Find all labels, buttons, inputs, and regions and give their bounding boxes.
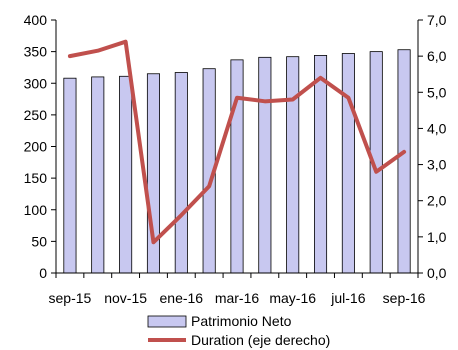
x-tick-label: sep-15 [49, 290, 92, 306]
left-tick-label: 50 [31, 233, 47, 249]
axes [51, 19, 423, 278]
left-tick-label: 0 [39, 265, 47, 281]
right-tick-label: 4,0 [427, 120, 447, 136]
right-tick-label: 1,0 [427, 229, 447, 245]
bar-jun-16 [314, 55, 328, 274]
x-tick-label: jul-16 [330, 290, 365, 306]
left-tick-label: 200 [24, 139, 48, 155]
bar-sep-16 [397, 49, 411, 274]
legend-label-patrimonio-neto: Patrimonio Neto [191, 313, 292, 329]
bar-series [63, 49, 411, 274]
right-tick-label: 2,0 [427, 193, 447, 209]
right-tick-label: 6,0 [427, 48, 447, 64]
x-tick-label: may-16 [269, 290, 316, 306]
bar-sep-15 [63, 77, 77, 274]
left-tick-label: 150 [24, 170, 48, 186]
x-tick-label: mar-16 [215, 290, 260, 306]
x-tick-label: ene-16 [160, 290, 204, 306]
left-tick-label: 300 [24, 75, 48, 91]
bar-nov-15 [119, 75, 133, 274]
right-tick-label: 3,0 [427, 157, 447, 173]
legend-label-duration: Duration (eje derecho) [191, 332, 330, 348]
bar-may-16 [286, 56, 300, 274]
x-tick-label: sep-16 [383, 290, 426, 306]
left-tick-label: 400 [24, 12, 48, 28]
duration-line [67, 39, 407, 245]
x-tick-label: nov-15 [104, 290, 147, 306]
bar-jul-16 [341, 53, 355, 274]
legend-swatch-patrimonio-neto [147, 315, 187, 328]
bar-abr-16 [258, 56, 272, 274]
left-tick-label: 250 [24, 107, 48, 123]
right-tick-label: 5,0 [427, 84, 447, 100]
bar-oct-15 [91, 76, 105, 274]
tick-labels: 0 50 100 150 200 250 300 350 400 0,0 1,0 2,0 3,0 4,0 5… [24, 12, 447, 306]
line-series [67, 39, 407, 245]
legend: Patrimonio Neto Duration (eje derecho) [147, 313, 330, 348]
left-tick-label: 350 [24, 44, 48, 60]
left-tick-label: 100 [24, 202, 48, 218]
right-tick-label: 0,0 [427, 265, 447, 281]
right-tick-label: 7,0 [427, 12, 447, 28]
bar-ene-16 [174, 72, 188, 274]
bar-mar-16 [230, 59, 244, 274]
